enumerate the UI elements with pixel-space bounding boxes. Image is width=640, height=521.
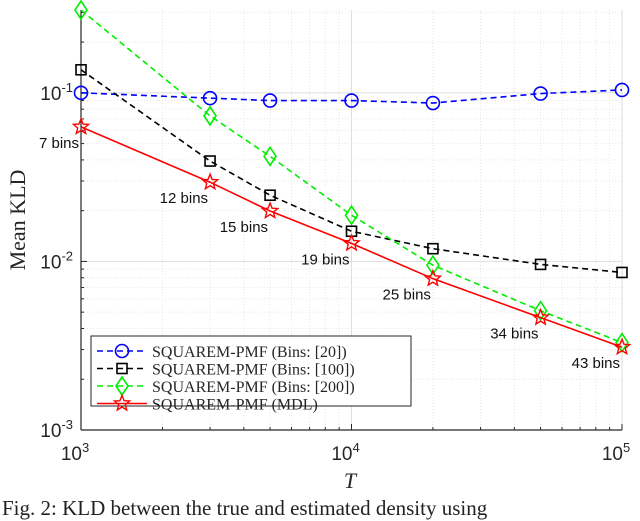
bin-count-annotation: 12 bins <box>160 190 208 207</box>
square-marker <box>116 362 128 375</box>
star-marker <box>71 117 91 135</box>
diamond-marker <box>263 145 278 167</box>
series-line <box>80 126 623 348</box>
series-1 <box>75 63 628 279</box>
circle-marker <box>533 86 548 101</box>
x-axis-label: T <box>344 468 358 493</box>
circle-marker <box>344 93 359 108</box>
y-axis-label: Mean KLD <box>5 170 30 271</box>
star-marker <box>342 233 361 252</box>
chart: 103 104 105 10-3 10-2 10-1 T Mean KLD 7 bins 12 b… <box>5 0 632 493</box>
square-marker <box>75 63 87 76</box>
diamond-marker <box>74 0 88 21</box>
series-0 <box>73 82 630 111</box>
circle-marker <box>114 343 130 359</box>
star-marker <box>260 201 280 220</box>
legend: SQUAREM-PMF (Bins: [20])SQUAREM-PMF (Bin… <box>90 335 412 414</box>
series-3 <box>71 117 632 356</box>
series-line <box>80 89 623 104</box>
y-tick-label: 10-1 <box>40 80 73 105</box>
circle-marker <box>73 85 89 101</box>
legend-label: SQUAREM-PMF (Bins: [100]) <box>152 362 355 379</box>
circle-marker <box>202 90 218 106</box>
bin-count-annotation: 7 bins <box>39 135 79 152</box>
figure-caption: Fig. 2: KLD between the true and estimat… <box>2 496 488 520</box>
x-tick-label: 104 <box>331 440 359 465</box>
star-marker <box>531 307 551 326</box>
star-marker <box>112 393 132 412</box>
bin-count-annotation: 43 bins <box>572 355 620 372</box>
x-tick-label: 103 <box>61 440 89 465</box>
square-marker <box>616 266 628 279</box>
square-marker <box>534 258 547 271</box>
diamond-marker <box>533 300 548 322</box>
star-marker <box>612 337 632 356</box>
diamond-marker <box>203 105 218 127</box>
square-marker <box>427 242 439 255</box>
x-tick-label: 105 <box>602 440 630 465</box>
square-marker <box>204 155 216 167</box>
diamond-marker <box>344 204 359 226</box>
legend-label: SQUAREM-PMF (Bins: [20]) <box>152 344 347 361</box>
bin-count-annotation: 25 bins <box>383 287 431 304</box>
circle-marker <box>614 82 630 98</box>
circle-marker <box>425 95 441 111</box>
diamond-marker <box>425 254 440 276</box>
y-tick-label: 10-2 <box>40 248 73 273</box>
y-tick-label: 10-3 <box>40 417 73 442</box>
bin-count-annotation: 15 bins <box>220 219 268 236</box>
bin-count-annotation: 34 bins <box>490 326 538 343</box>
legend-box <box>90 335 412 407</box>
legend-label: SQUAREM-PMF (MDL) <box>152 397 318 414</box>
square-marker <box>264 189 276 202</box>
bin-count-annotation: 19 bins <box>301 251 349 268</box>
circle-marker <box>262 93 278 108</box>
diamond-marker <box>615 332 629 354</box>
star-marker <box>200 172 220 191</box>
legend-label: SQUAREM-PMF (Bins: [200]) <box>152 379 355 396</box>
star-marker <box>423 268 443 287</box>
